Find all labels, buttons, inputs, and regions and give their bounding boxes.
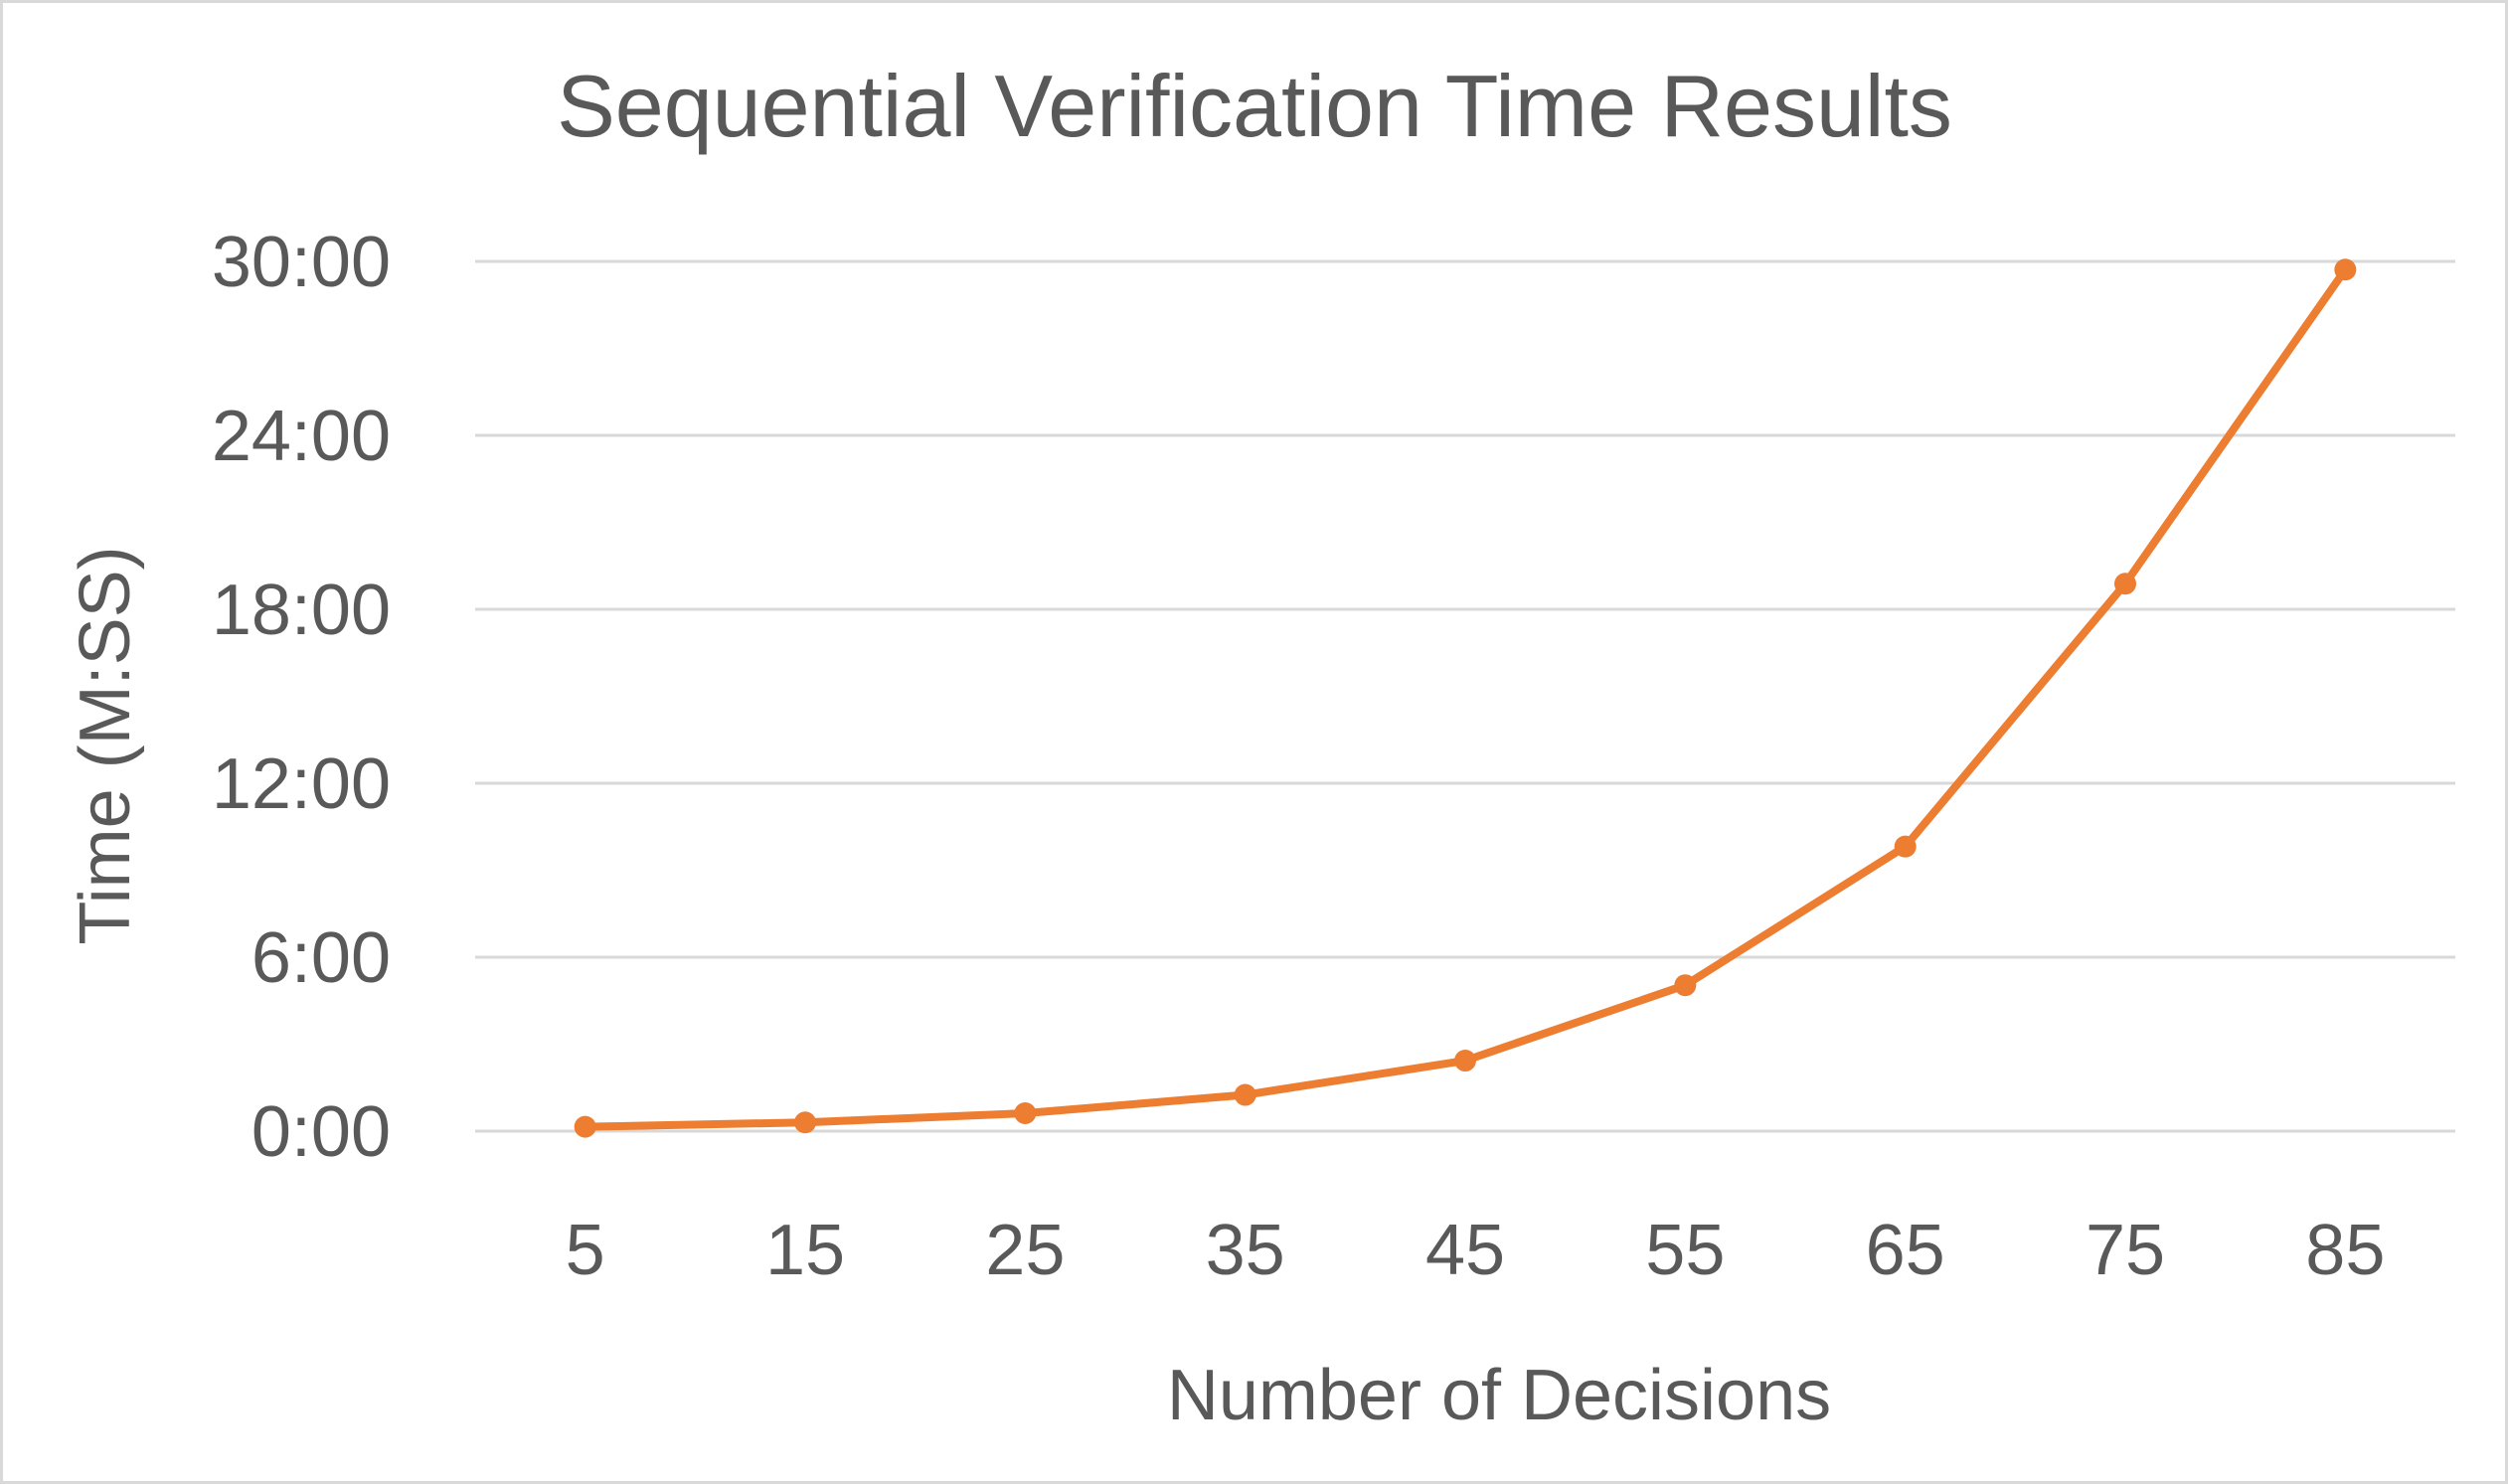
data-point [794, 1111, 816, 1134]
data-point [1894, 835, 1917, 858]
y-tick-label: 30:00 [212, 223, 391, 302]
x-tick-label: 15 [765, 1211, 845, 1290]
x-axis-title: Number of Decisions [1167, 1356, 1831, 1435]
series-line [581, 265, 2350, 1131]
gridlines [475, 259, 2455, 1133]
chart-title: Sequential Verification Time Results [557, 57, 1952, 155]
data-point [2114, 573, 2136, 595]
x-tick-label: 55 [1645, 1211, 1725, 1290]
y-tick-label: 0:00 [251, 1092, 391, 1172]
y-tick-label: 6:00 [251, 918, 391, 998]
y-axis-title: Time (M:SS) [66, 546, 145, 944]
x-tick-label: 35 [1206, 1211, 1285, 1290]
data-point [1014, 1102, 1037, 1125]
series-layer [574, 258, 2357, 1138]
data-point [1674, 974, 1697, 997]
y-tick-label: 24:00 [212, 397, 391, 476]
y-tick-label: 18:00 [212, 571, 391, 650]
data-point [2334, 258, 2357, 281]
data-point [1234, 1083, 1256, 1106]
x-tick-label: 65 [1866, 1211, 1945, 1290]
x-axis-ticks: 5 15 25 35 45 55 65 75 85 [566, 1211, 2386, 1290]
data-point [1454, 1050, 1476, 1072]
x-tick-label: 45 [1425, 1211, 1505, 1290]
x-tick-label: 75 [2086, 1211, 2165, 1290]
y-tick-label: 12:00 [212, 744, 391, 824]
y-axis-ticks: 0:00 6:00 12:00 18:00 24:00 30:00 [212, 223, 391, 1172]
x-tick-label: 5 [566, 1211, 605, 1290]
x-tick-label: 85 [2305, 1211, 2385, 1290]
data-point [574, 1115, 596, 1138]
x-tick-label: 25 [985, 1211, 1065, 1290]
